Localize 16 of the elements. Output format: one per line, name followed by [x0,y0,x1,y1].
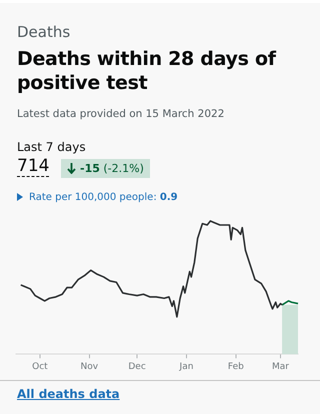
x-tick-label: Jan [178,362,194,372]
x-tick-label: Nov [80,362,99,372]
text: All deaths data [17,387,120,401]
x-tick-label: Mar [272,362,290,372]
text: Last 7 days [17,140,86,154]
text: (-2.1%) [103,162,144,175]
text: 714 [17,156,50,177]
text: Latest data provided on 15 March 2022 [17,108,224,120]
x-tick-label: Dec [128,362,146,372]
text: 0.9 [160,192,178,203]
x-tick-label: Feb [228,362,244,372]
text: Rate per 100,000 people: [29,192,157,203]
chart-title: Deaths within 28 days of positive test [17,47,278,95]
text: -15 [80,162,100,175]
x-tick-label: Oct [32,362,48,372]
chart-subtitle: Deaths [17,23,70,41]
